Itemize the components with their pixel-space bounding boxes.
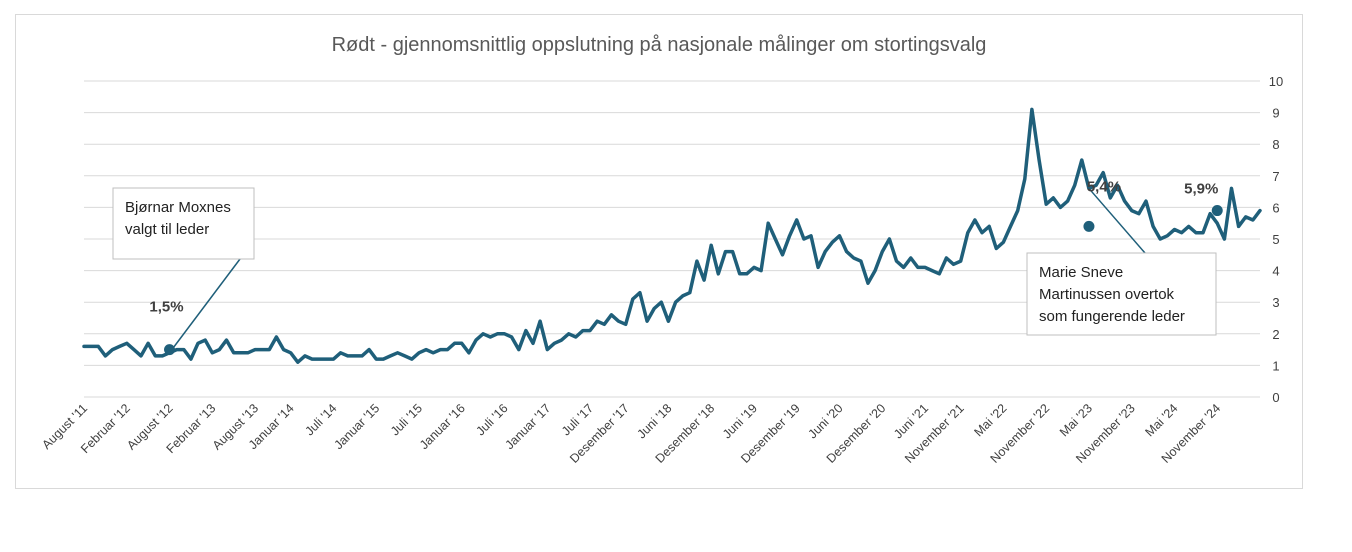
- y-tick-label: 4: [1272, 264, 1279, 279]
- data-point-marker: [1211, 205, 1223, 217]
- y-tick-label: 0: [1272, 390, 1279, 405]
- annotation-box: [1026, 252, 1217, 336]
- data-label: 5,4%: [1087, 178, 1121, 195]
- x-tick-label: Januar '17: [502, 401, 553, 452]
- y-tick-label: 8: [1272, 137, 1279, 152]
- annotation-text: som fungerende leder: [1039, 308, 1185, 325]
- series-line: [82, 107, 1262, 364]
- data-label: 5,9%: [1184, 181, 1218, 198]
- annotation-text: Marie Sneve: [1039, 264, 1123, 281]
- y-tick-label: 2: [1272, 327, 1279, 342]
- x-tick-label: Mai '24: [1142, 401, 1180, 439]
- annotation-text: Martinussen overtok: [1039, 286, 1175, 303]
- x-tick-label: Januar '16: [417, 401, 468, 452]
- annotation-text: Bjørnar Moxnes: [125, 199, 231, 216]
- x-tick-label: Juli '16: [473, 401, 510, 438]
- data-point-marker: [1083, 220, 1095, 232]
- annotation-leader-line: [168, 258, 241, 354]
- x-tick-label: Mai '23: [1057, 401, 1095, 439]
- data-point-marker: [164, 344, 176, 356]
- y-tick-label: 3: [1272, 295, 1279, 310]
- annotation-leader-line: [1088, 187, 1146, 254]
- y-tick-label: 10: [1269, 74, 1283, 89]
- y-tick-label: 7: [1272, 169, 1279, 184]
- x-tick-label: Januar '15: [331, 401, 382, 452]
- x-tick-label: Juni '18: [634, 401, 674, 441]
- annotation-text: valgt til leder: [125, 221, 209, 238]
- y-tick-label: 6: [1272, 200, 1279, 215]
- y-tick-label: 9: [1272, 106, 1279, 121]
- y-tick-label: 5: [1272, 232, 1279, 247]
- x-tick-label: Juli '14: [302, 401, 339, 438]
- data-label: 1,5%: [149, 299, 183, 316]
- x-tick-label: Juni '19: [720, 401, 760, 441]
- y-tick-label: 1: [1272, 358, 1279, 373]
- annotation-box: [112, 187, 255, 260]
- x-tick-label: Juli '15: [388, 401, 425, 438]
- x-tick-label: Juni '20: [806, 401, 846, 441]
- chart-title: Rødt - gjennomsnittlig oppslutning på na…: [331, 34, 987, 56]
- x-tick-label: Mai '22: [971, 401, 1009, 439]
